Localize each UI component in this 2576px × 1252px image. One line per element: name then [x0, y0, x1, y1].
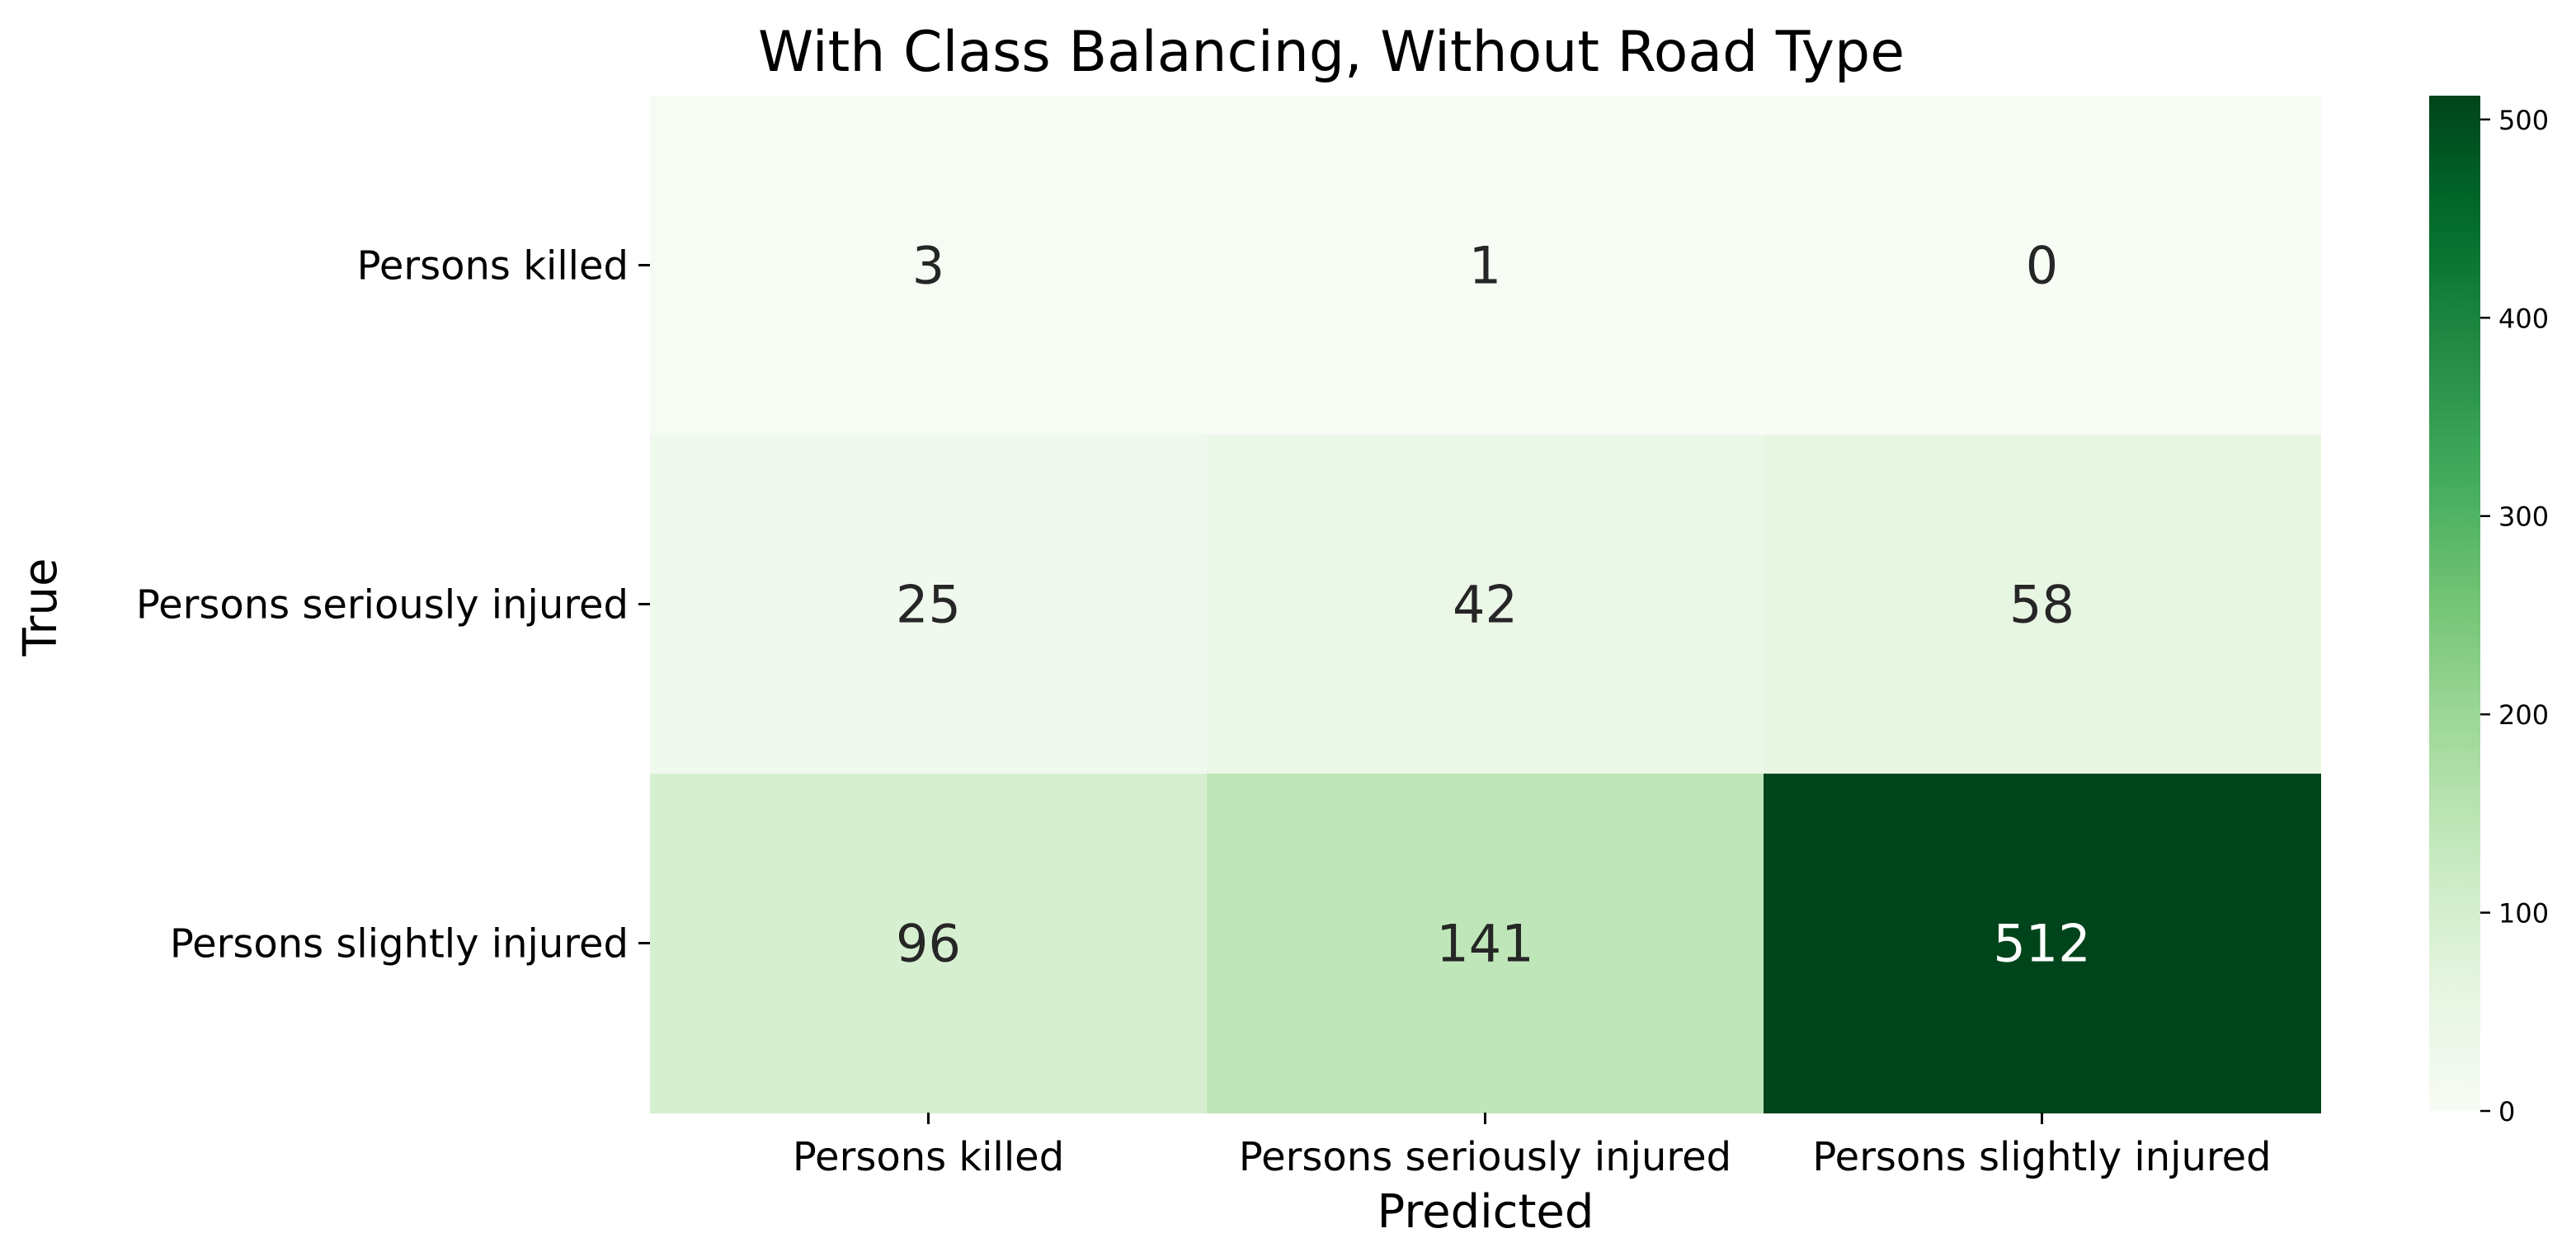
cell-value-label: 3	[912, 236, 944, 296]
y-axis-ticks: Persons killed Persons seriously injured P…	[136, 243, 650, 967]
x-tick-label: Persons killed	[793, 1134, 1064, 1180]
cell-value-label: 25	[896, 575, 961, 635]
chart-title: With Class Balancing, Without Road Type	[758, 20, 1905, 85]
y-tick-label: Persons killed	[357, 243, 629, 289]
heatmap-cell	[650, 435, 1208, 774]
y-axis-label: True	[14, 558, 68, 657]
colorbar-tick-label: 0	[2498, 1096, 2515, 1127]
cell-value-label: 141	[1436, 914, 1533, 974]
heatmap-annotations: 3 1 0 25 42 58 96 141 512	[896, 236, 2091, 974]
x-axis-ticks: Persons killed Persons seriously injured P…	[793, 1113, 2272, 1180]
cell-value-label: 58	[2009, 575, 2074, 635]
y-tick-label: Persons slightly injured	[170, 921, 629, 967]
colorbar-tick-label: 100	[2498, 898, 2549, 930]
heatmap-cell	[1764, 96, 2321, 435]
x-axis-label: Predicted	[1377, 1185, 1594, 1239]
colorbar-ticks: 0 100 200 300 400 500	[2480, 105, 2549, 1127]
cell-value-label: 512	[1993, 914, 2090, 974]
colorbar-tick-label: 300	[2498, 501, 2549, 533]
x-tick-label: Persons slightly injured	[1812, 1134, 2271, 1180]
x-tick-label: Persons seriously injured	[1239, 1134, 1731, 1180]
heatmap-cell	[1764, 774, 2321, 1113]
heatmap-cells	[650, 96, 2321, 1113]
colorbar-tick-label: 200	[2498, 699, 2549, 731]
heatmap-cell	[650, 96, 1208, 435]
colorbar	[2429, 96, 2480, 1111]
cell-value-label: 1	[1469, 236, 1501, 296]
heatmap-cell	[650, 774, 1208, 1113]
heatmap-cell	[1207, 774, 1764, 1113]
cell-value-label: 42	[1453, 575, 1518, 635]
heatmap-cell	[1207, 435, 1764, 774]
heatmap-cell	[1764, 435, 2321, 774]
cell-value-label: 96	[896, 914, 961, 974]
cell-value-label: 0	[2026, 236, 2058, 296]
heatmap-cell	[1207, 96, 1764, 435]
y-tick-label: Persons seriously injured	[136, 582, 629, 628]
colorbar-tick-label: 500	[2498, 105, 2549, 136]
colorbar-tick-label: 400	[2498, 303, 2549, 334]
